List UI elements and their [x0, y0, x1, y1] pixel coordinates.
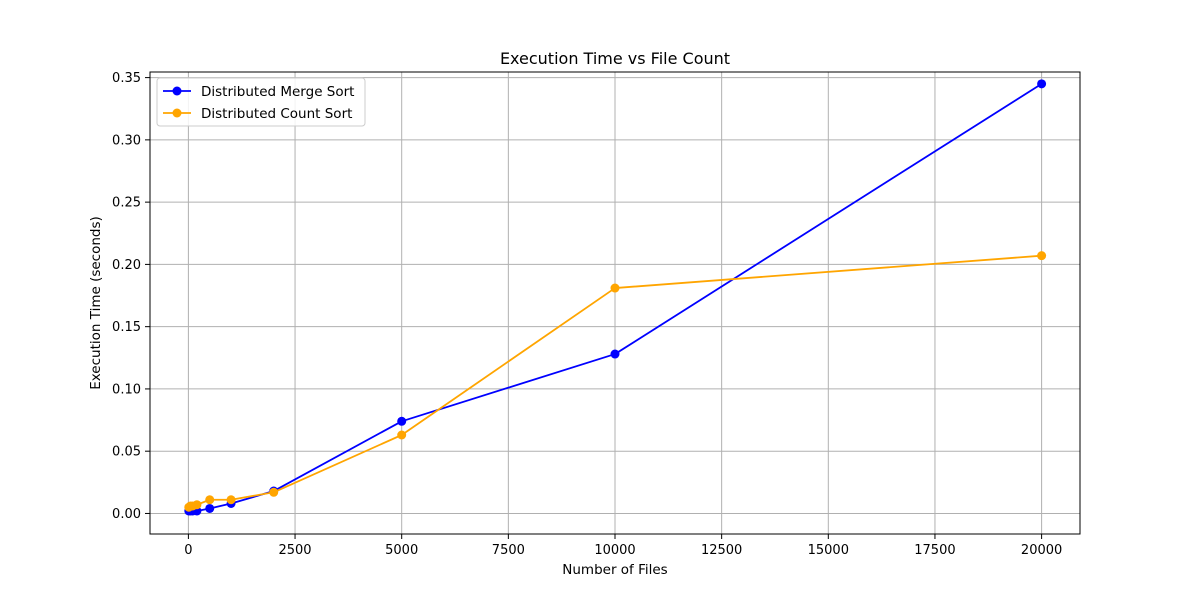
y-tick-label: 0.10: [112, 382, 141, 397]
data-point: [610, 283, 620, 293]
data-point: [1037, 79, 1047, 89]
data-point: [610, 349, 620, 359]
legend-marker: [172, 108, 182, 118]
data-point: [397, 416, 407, 426]
x-tick-label: 15000: [808, 543, 849, 558]
data-point: [205, 503, 215, 513]
x-tick-label: 10000: [594, 543, 635, 558]
data-point: [205, 495, 215, 505]
data-point: [269, 487, 279, 497]
data-point: [397, 430, 407, 440]
grid: [150, 72, 1080, 534]
y-tick-label: 0.35: [112, 71, 141, 86]
y-axis-label: Execution Time (seconds): [88, 216, 104, 390]
legend-item: Distributed Count Sort: [163, 106, 352, 122]
y-tick-label: 0.20: [112, 258, 141, 273]
legend: Distributed Merge Sort Distributed Count …: [156, 77, 366, 127]
chart-title: Execution Time vs File Count: [500, 49, 730, 68]
data-point: [226, 495, 236, 505]
y-tick-label: 0.15: [112, 320, 141, 335]
legend-label: Distributed Count Sort: [201, 106, 352, 122]
x-tick-label: 20000: [1021, 543, 1062, 558]
legend-item: Distributed Merge Sort: [163, 84, 354, 100]
x-tick-label: 7500: [492, 543, 525, 558]
y-tick-label: 0.25: [112, 196, 141, 211]
x-tick-label: 5000: [385, 543, 418, 558]
ticks: 0 2500 5000 7500 10000 12500 15000 17500 20000 0.…: [112, 71, 1062, 558]
y-tick-label: 0.30: [112, 133, 141, 148]
x-tick-label: 0: [184, 543, 192, 558]
x-tick-label: 2500: [278, 543, 311, 558]
legend-marker: [172, 86, 182, 96]
x-tick-label: 17500: [914, 543, 955, 558]
x-tick-label: 12500: [701, 543, 742, 558]
data-point: [192, 500, 202, 510]
legend-label: Distributed Merge Sort: [201, 84, 354, 100]
series-count-sort: [184, 251, 1047, 512]
x-axis-label: Number of Files: [562, 562, 667, 578]
y-tick-label: 0.05: [112, 445, 141, 460]
series-layer: [184, 79, 1047, 516]
y-tick-label: 0.00: [112, 507, 141, 522]
legend-box: [156, 77, 366, 127]
data-point: [1037, 251, 1047, 261]
